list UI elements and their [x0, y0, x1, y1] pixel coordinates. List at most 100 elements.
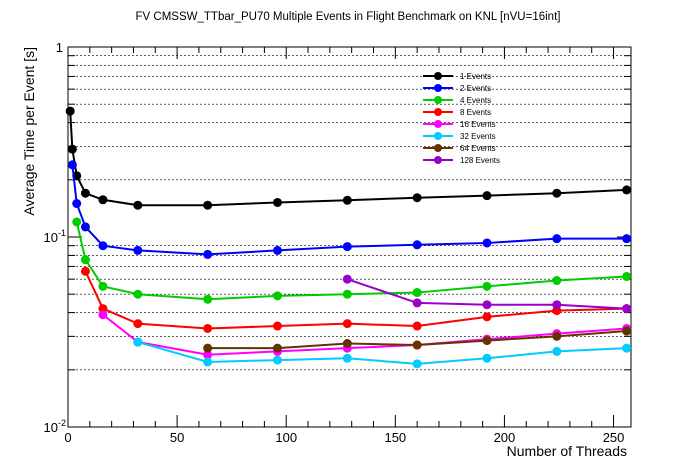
data-point	[342, 242, 352, 252]
x-tick-label: 0	[64, 430, 71, 445]
data-point	[80, 188, 90, 198]
data-point	[133, 200, 143, 210]
legend-label: 32 Events	[460, 132, 496, 141]
legend-marker	[434, 120, 442, 128]
x-tick-label: 150	[384, 430, 406, 445]
data-point	[203, 357, 213, 367]
legend-label: 64 Events	[460, 144, 496, 153]
legend: 1 Events 2 Events 4 Events 8 Events 16 Event…	[423, 72, 500, 165]
data-point	[412, 340, 422, 350]
data-point	[203, 350, 213, 360]
data-point	[272, 197, 282, 207]
legend-label: 2 Events	[460, 84, 491, 93]
legend-marker	[434, 156, 442, 164]
data-point	[412, 288, 422, 298]
data-point	[133, 337, 143, 347]
legend-marker	[434, 144, 442, 152]
data-point	[622, 343, 632, 353]
data-point	[622, 326, 632, 336]
legend-label: 128 Events	[460, 156, 500, 165]
data-point	[98, 281, 108, 291]
data-point	[342, 319, 352, 329]
data-point	[272, 355, 282, 365]
data-point	[203, 294, 213, 304]
data-point	[412, 193, 422, 203]
data-point	[98, 195, 108, 205]
data-point	[203, 343, 213, 353]
series-line	[137, 341, 627, 365]
data-point	[552, 276, 562, 286]
y-tick-label: 10-1	[44, 228, 66, 245]
data-point	[67, 144, 77, 154]
data-point	[342, 195, 352, 205]
data-point	[72, 199, 82, 209]
data-point	[482, 312, 492, 322]
legend-marker	[434, 84, 442, 92]
data-point	[203, 323, 213, 333]
data-point	[552, 346, 562, 356]
data-point	[622, 271, 632, 281]
x-axis-label: Number of Threads	[507, 443, 627, 459]
data-point	[552, 188, 562, 198]
y-tick-label: 10-2	[44, 418, 66, 435]
data-point	[272, 343, 282, 353]
data-point	[133, 289, 143, 299]
data-point	[98, 310, 108, 320]
data-point	[552, 331, 562, 341]
data-point	[482, 353, 492, 363]
data-point	[342, 339, 352, 349]
data-point	[482, 191, 492, 201]
legend-marker	[434, 108, 442, 116]
data-point	[65, 106, 75, 116]
data-point	[342, 289, 352, 299]
data-point	[203, 249, 213, 259]
legend-label: 4 Events	[460, 96, 491, 105]
data-point	[622, 185, 632, 195]
data-point	[272, 291, 282, 301]
data-point	[412, 298, 422, 308]
series-line	[75, 221, 627, 301]
data-point	[552, 300, 562, 310]
data-point	[622, 304, 632, 314]
data-point	[412, 359, 422, 369]
legend-label: 16 Events	[460, 120, 496, 129]
data-point	[272, 321, 282, 331]
legend-marker	[434, 132, 442, 140]
axis-ticks: 1 10-1 10-20 50 100 150 200 250	[44, 40, 631, 445]
data-point	[133, 245, 143, 255]
data-point	[412, 240, 422, 250]
data-point	[72, 217, 82, 227]
data-point	[80, 255, 90, 265]
y-axis-label: Average Time per Event [s]	[21, 47, 37, 216]
series-line	[102, 313, 627, 356]
legend-marker	[434, 96, 442, 104]
data-point	[133, 319, 143, 329]
data-point	[412, 321, 422, 331]
data-point	[203, 200, 213, 210]
data-point	[482, 336, 492, 346]
x-tick-label: 50	[170, 430, 184, 445]
legend-label: 1 Events	[460, 72, 491, 81]
series-line	[69, 111, 627, 207]
data-point	[80, 222, 90, 232]
data-point	[67, 160, 77, 170]
chart-title: FV CMSSW_TTbar_PU70 Multiple Events in F…	[136, 11, 561, 23]
series-line	[71, 164, 627, 256]
data-point	[552, 234, 562, 244]
data-point	[482, 281, 492, 291]
series-layer	[65, 106, 632, 369]
legend-label: 8 Events	[460, 108, 491, 117]
data-point	[482, 300, 492, 310]
series-line	[84, 270, 627, 330]
x-tick-label: 200	[494, 430, 516, 445]
x-tick-label: 250	[603, 430, 625, 445]
x-tick-label: 100	[275, 430, 297, 445]
data-point	[98, 241, 108, 251]
data-point	[622, 234, 632, 244]
y-tick-label: 1	[56, 40, 63, 55]
legend-marker	[434, 72, 442, 80]
data-point	[272, 245, 282, 255]
data-point	[342, 274, 352, 284]
data-point	[482, 238, 492, 248]
